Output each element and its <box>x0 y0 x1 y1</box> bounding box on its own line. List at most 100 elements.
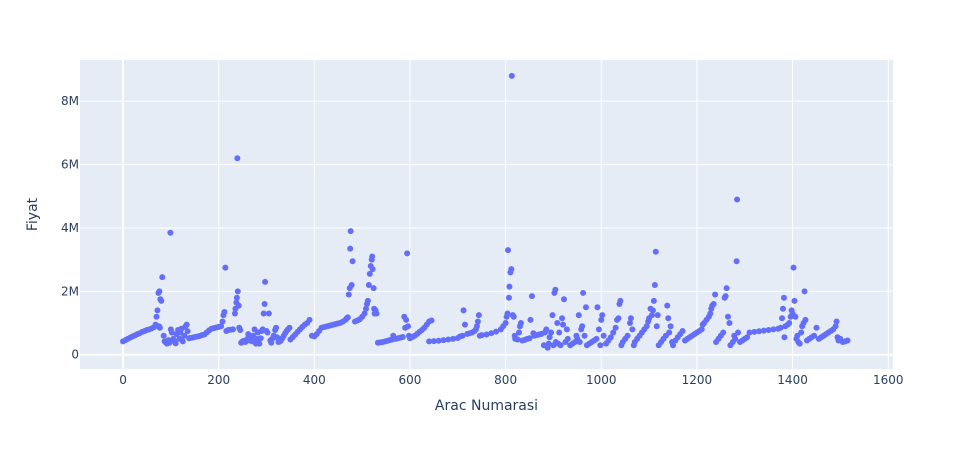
data-point <box>543 326 550 333</box>
y-tick-label: 0 <box>71 348 79 362</box>
data-point <box>435 337 442 344</box>
data-point <box>506 283 513 290</box>
data-point <box>833 318 840 325</box>
data-point <box>403 316 410 323</box>
data-point <box>373 310 380 317</box>
data-point <box>460 307 467 314</box>
data-point <box>345 291 352 298</box>
y-tick-label: 6M <box>61 158 79 172</box>
data-point <box>626 320 633 327</box>
data-point <box>450 335 457 342</box>
x-tick-label: 200 <box>207 373 230 387</box>
data-point <box>461 321 468 328</box>
data-point <box>607 334 614 341</box>
data-point <box>710 301 717 308</box>
data-point <box>653 323 660 330</box>
data-point <box>796 340 803 347</box>
data-point <box>510 313 517 320</box>
data-point <box>172 340 179 347</box>
data-point <box>426 338 433 345</box>
data-point <box>548 329 555 336</box>
scatter-points <box>120 72 851 351</box>
data-point <box>811 332 818 339</box>
data-point <box>369 266 376 273</box>
data-point <box>508 72 515 79</box>
data-point <box>726 320 733 327</box>
x-tick-labels: 0 200 400 600 800 1000 1200 1400 1600 <box>119 373 903 387</box>
x-tick-label: 400 <box>303 373 326 387</box>
data-point <box>237 327 244 334</box>
data-point <box>404 250 411 257</box>
data-point <box>505 247 512 254</box>
data-point <box>221 308 228 315</box>
data-point <box>493 328 500 335</box>
data-point <box>153 313 160 320</box>
data-point <box>344 314 351 321</box>
data-point <box>347 245 354 252</box>
data-point <box>734 196 741 203</box>
x-tick-label: 1000 <box>586 373 617 387</box>
data-point <box>559 315 566 322</box>
data-point <box>594 304 601 311</box>
data-point <box>581 332 588 339</box>
data-point <box>231 310 238 317</box>
data-point <box>230 326 237 333</box>
data-point <box>744 334 751 341</box>
data-point <box>179 338 186 345</box>
data-point <box>556 329 563 336</box>
data-point <box>364 297 371 304</box>
data-point <box>365 282 372 289</box>
data-point <box>405 323 412 330</box>
data-point <box>478 332 485 339</box>
data-point <box>483 331 490 338</box>
data-point <box>654 312 661 319</box>
data-point <box>844 337 851 344</box>
data-point <box>617 297 624 304</box>
data-point <box>735 329 742 336</box>
data-point <box>399 333 406 340</box>
data-point <box>770 326 777 333</box>
data-point <box>445 336 452 343</box>
data-point <box>260 310 267 317</box>
data-point <box>504 310 511 317</box>
data-point <box>361 310 368 317</box>
data-point <box>265 310 272 317</box>
data-point <box>791 297 798 304</box>
data-point <box>667 323 674 330</box>
data-point <box>813 324 820 331</box>
data-point <box>760 327 767 334</box>
data-point <box>430 338 437 345</box>
data-point <box>707 310 714 317</box>
data-point <box>593 335 600 342</box>
data-point <box>665 315 672 322</box>
data-point <box>235 302 242 309</box>
data-point <box>348 282 355 289</box>
x-tick-label: 1600 <box>873 373 904 387</box>
data-point <box>746 329 753 336</box>
data-point <box>650 297 657 304</box>
data-point <box>627 315 634 322</box>
data-point <box>612 324 619 331</box>
data-point <box>560 321 567 328</box>
data-point <box>732 335 739 342</box>
data-point <box>597 342 604 349</box>
data-point <box>459 332 466 339</box>
data-point <box>154 307 161 314</box>
data-point <box>160 332 167 339</box>
data-point <box>801 288 808 295</box>
data-point <box>579 323 586 330</box>
data-point <box>786 320 793 327</box>
data-point <box>643 323 650 330</box>
data-point <box>349 258 356 265</box>
data-point <box>576 339 583 346</box>
data-point <box>306 316 313 323</box>
data-point <box>516 329 523 336</box>
data-point <box>474 318 481 325</box>
data-point <box>158 297 165 304</box>
grid-lines <box>80 60 893 369</box>
data-point <box>369 253 376 260</box>
y-tick-labels: 0 2M 4M 6M 8M <box>61 94 79 362</box>
data-point <box>183 321 190 328</box>
data-point <box>651 282 658 289</box>
